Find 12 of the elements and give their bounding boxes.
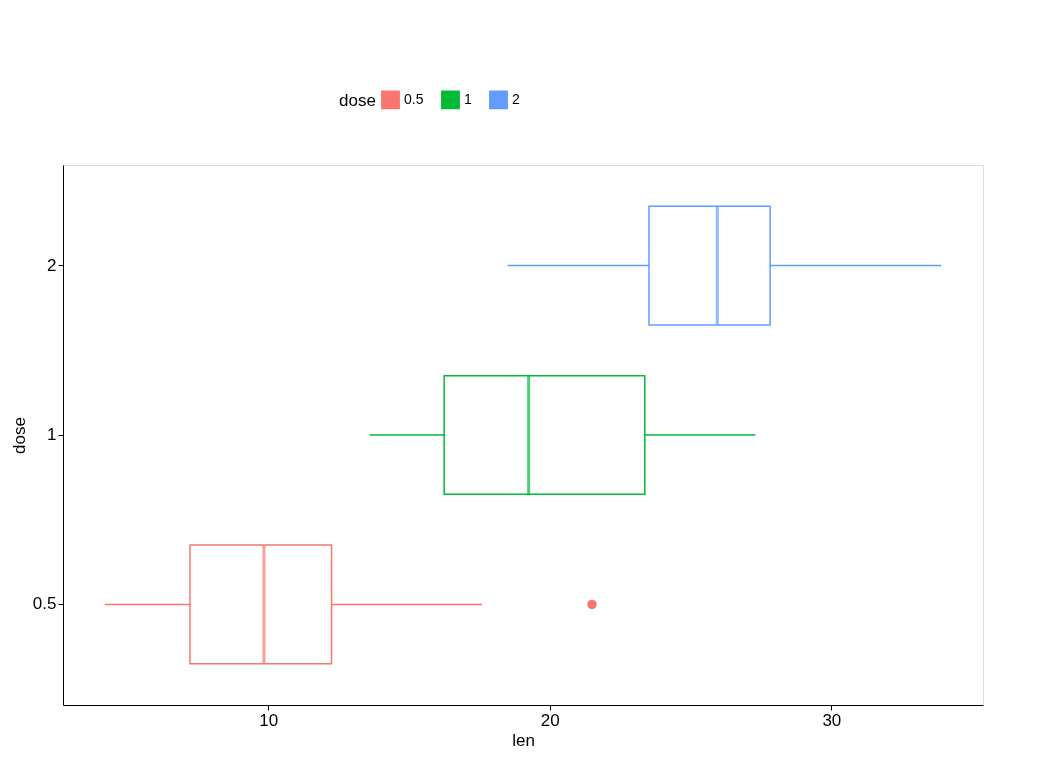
x-tick-label: 30 (822, 710, 842, 730)
y-tick-label: 1 (47, 425, 57, 444)
x-axis-title: len (512, 730, 535, 750)
y-tick-label: 0.5 (32, 594, 57, 614)
legend-title: dose (339, 91, 376, 110)
y-tick-label: 2 (47, 255, 57, 275)
legend-label: 0.5 (404, 90, 424, 107)
x-tick-label: 20 (540, 710, 560, 730)
x-tick-label: 10 (259, 710, 279, 730)
y-axis-title: dose (9, 417, 29, 454)
legend-label: 2 (512, 90, 520, 107)
legend-label: 1 (464, 90, 472, 107)
